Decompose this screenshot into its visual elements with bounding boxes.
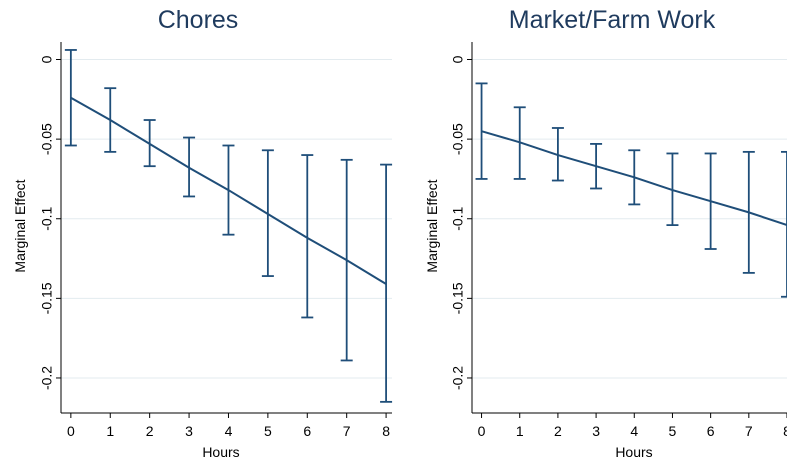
y-ticks-chores: 0 -0.05 -0.1 -0.15 -0.2 [39,55,61,390]
error-bar [781,150,787,298]
x-tick-label: 8 [382,423,390,439]
x-tick-label: 2 [554,423,562,439]
error-bars-market-farm-work [475,82,787,298]
y-ticks-market-farm-work: 0 -0.05 -0.1 -0.15 -0.2 [450,55,472,390]
axes-market-farm-work [471,42,787,414]
gridlines-chores [61,59,392,379]
x-tick-label: 0 [478,423,486,439]
x-tick-label: 1 [516,423,524,439]
chart-title-market-farm-work: Market/Farm Work [509,6,716,34]
x-tick-label: 7 [745,423,753,439]
y-tick-label: -0.05 [450,123,466,155]
x-tick-label: 5 [264,423,272,439]
x-tick-label: 8 [783,423,787,439]
x-ticks-chores: 0 1 2 3 4 5 6 7 8 [67,413,390,439]
trend-line-chores [70,96,387,285]
chart-panel-market-farm-work: Market/Farm Work 0 -0.05 -0.1 -0.15 -0.2 0 1 2… [424,6,787,460]
x-tick-label: 1 [106,423,114,439]
x-ticks-market-farm-work: 0 1 2 3 4 5 6 7 8 [478,413,787,439]
axes-chores [60,42,392,414]
x-tick-label: 3 [592,423,600,439]
chart-title-chores: Chores [158,6,239,34]
chart-panel-chores: Chores 0 -0.05 -0.1 -0.15 -0.2 0 1 2 3 4 5 6 7 8 Hou… [12,6,393,460]
y-tick-label: -0.15 [39,282,55,314]
x-axis-label-chores: Hours [202,444,239,460]
x-tick-label: 4 [630,423,638,439]
x-tick-label: 5 [669,423,677,439]
x-axis-label-market-farm-work: Hours [615,444,652,460]
series-line [481,130,787,227]
x-tick-label: 6 [707,423,715,439]
error-bar [301,154,314,319]
y-tick-label: -0.1 [450,206,466,230]
y-tick-label: -0.15 [450,282,466,314]
error-bars-chores [64,49,393,403]
y-tick-label: -0.05 [39,123,55,155]
x-tick-label: 4 [225,423,233,439]
y-tick-label: -0.2 [450,366,466,390]
x-tick-label: 0 [67,423,75,439]
trend-line-market-farm-work [481,130,787,227]
y-tick-label: 0 [39,55,55,63]
y-tick-label: -0.1 [39,206,55,230]
gridlines-market-farm-work [472,59,787,379]
x-tick-label: 3 [185,423,193,439]
y-axis-label-market-farm-work: Marginal Effect [424,179,440,272]
x-tick-label: 6 [303,423,311,439]
y-tick-label: 0 [450,55,466,63]
series-line [70,96,387,285]
x-tick-label: 2 [146,423,154,439]
x-tick-label: 7 [343,423,351,439]
y-tick-label: -0.2 [39,366,55,390]
y-axis-label-chores: Marginal Effect [12,179,28,272]
